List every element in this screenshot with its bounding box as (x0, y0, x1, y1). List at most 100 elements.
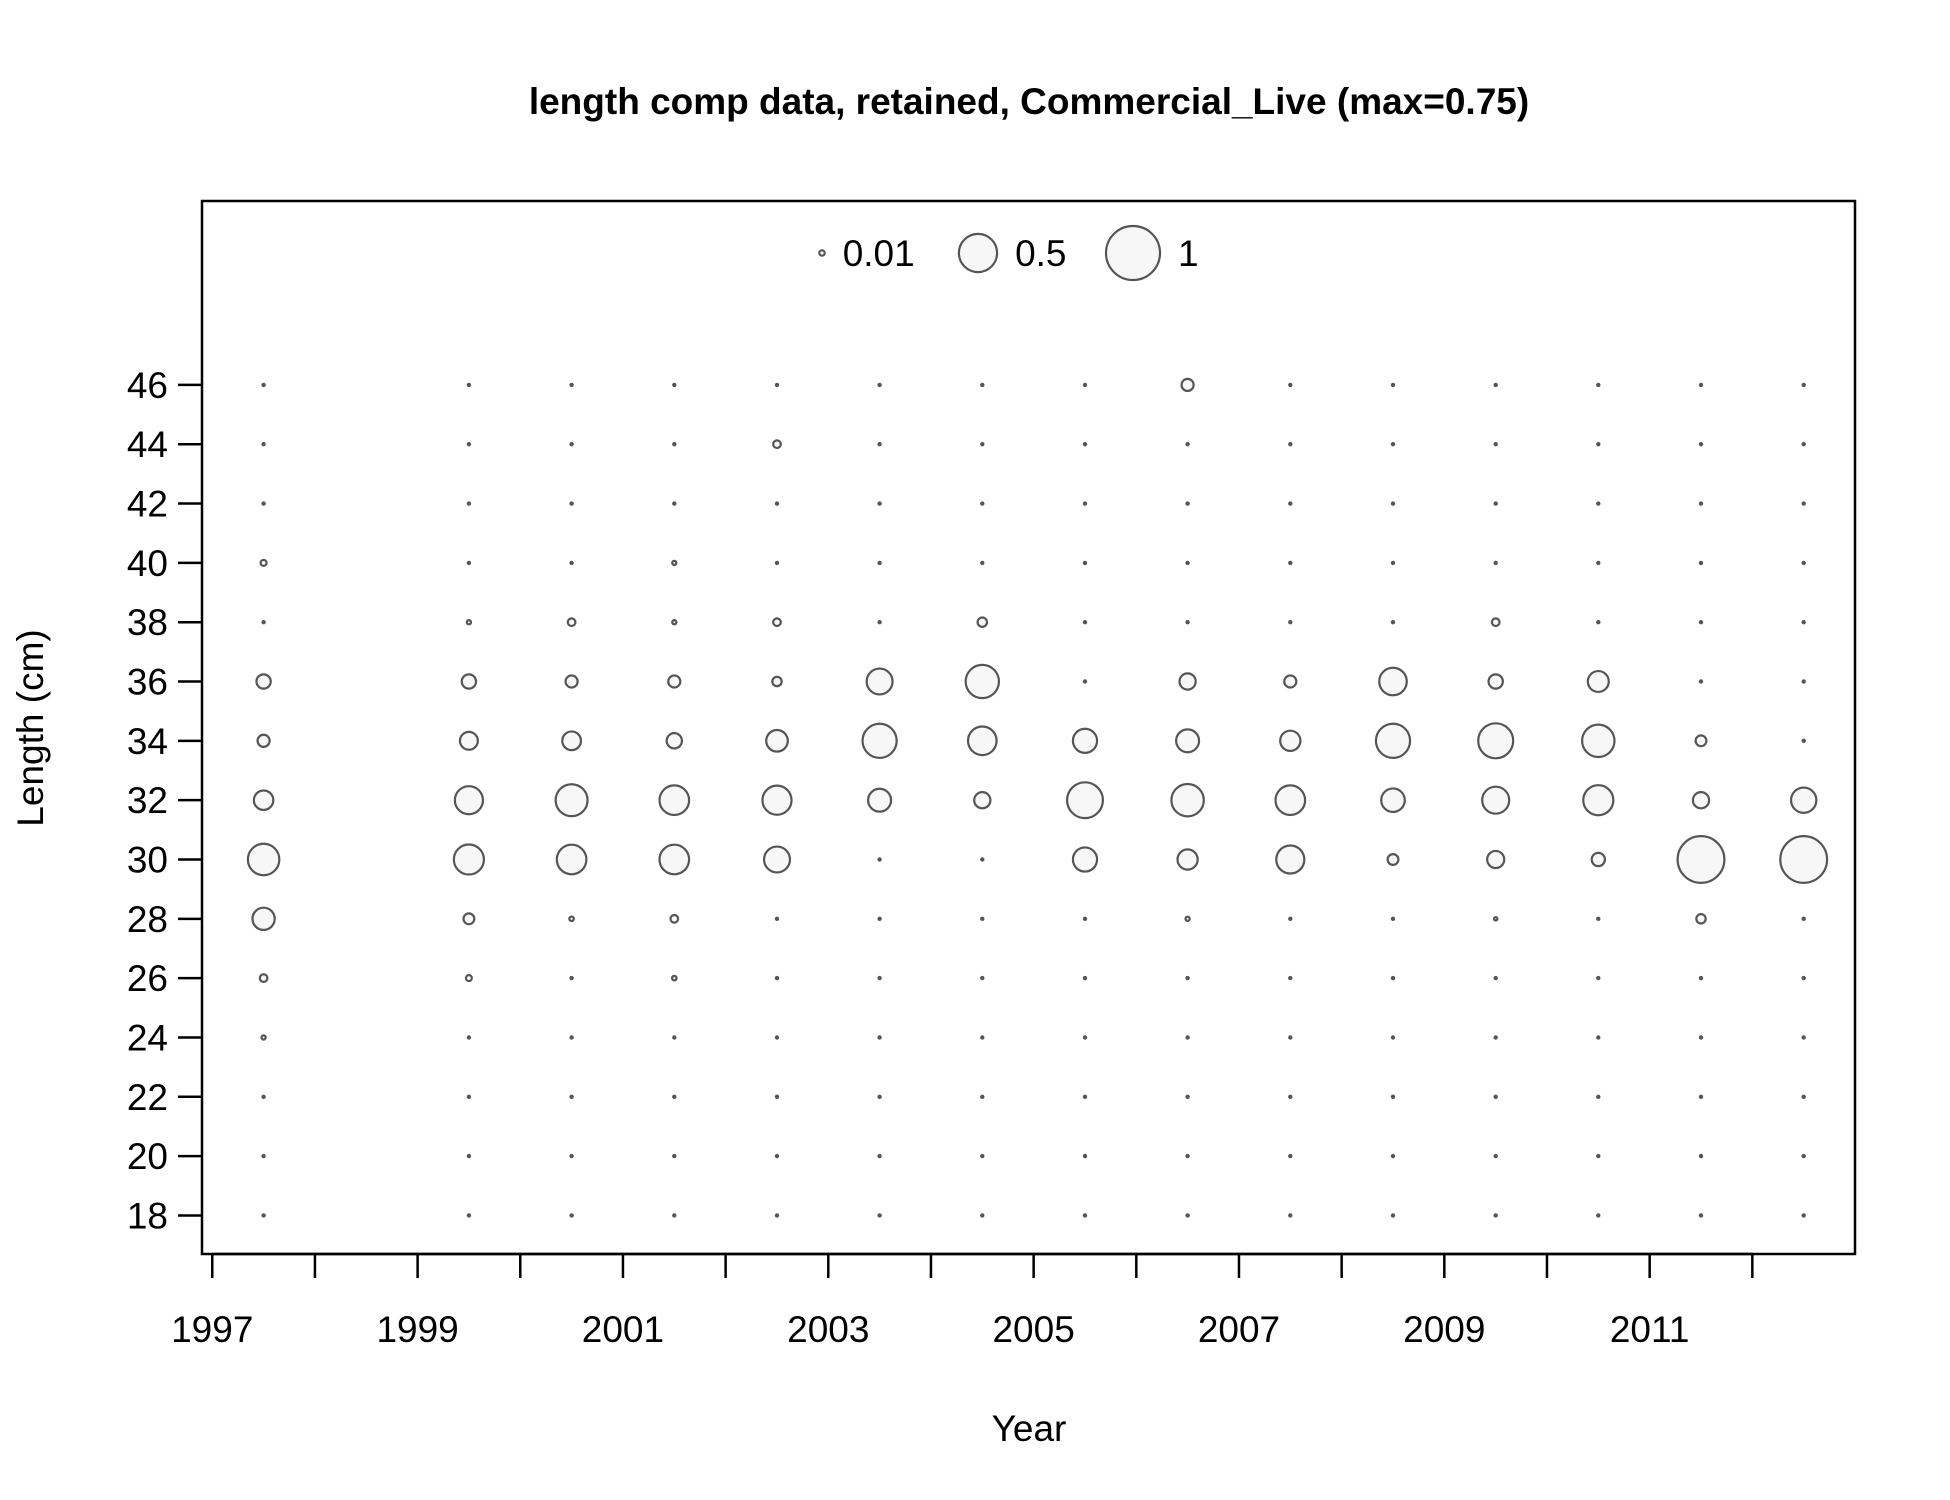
bubble-1999-20 (466, 1153, 472, 1159)
legend-label-2: 1 (1178, 233, 1199, 274)
bubble-2012-22 (1801, 1094, 1806, 1100)
y-tick-label-28: 28 (127, 899, 168, 940)
bubble-1999-40 (466, 560, 472, 566)
bubble-2005-44 (1082, 442, 1088, 447)
bubble-2009-26 (1493, 975, 1498, 981)
x-axis: 1997 1999 2001 2003 2005 2007 2009 2011 (171, 1252, 1754, 1350)
bubble-2002-44 (772, 439, 782, 450)
bubble-2003-28 (877, 916, 882, 922)
bubble-2012-34 (1801, 738, 1806, 744)
bubble-2003-30 (877, 857, 882, 862)
bubble-2002-46 (774, 382, 780, 388)
x-axis-label: Year (992, 1408, 1067, 1449)
bubble-1997-24 (260, 1034, 267, 1041)
bubble-2007-20 (1288, 1153, 1293, 1159)
bubble-1997-22 (261, 1094, 266, 1100)
bubble-2003-32 (867, 787, 893, 813)
bubble-2007-24 (1288, 1035, 1293, 1040)
bubble-2002-20 (774, 1153, 780, 1159)
bubble-2002-36 (771, 675, 783, 688)
legend-bubble-2 (1104, 224, 1162, 282)
bubble-1999-28 (462, 912, 476, 926)
bubble-2011-46 (1698, 382, 1704, 388)
bubble-2004-46 (980, 382, 985, 388)
x-tick-label-2003: 2003 (787, 1309, 869, 1350)
bubble-2004-44 (980, 442, 985, 447)
bubble-2003-38 (877, 620, 882, 625)
bubble-2001-44 (672, 442, 677, 447)
bubble-2011-24 (1698, 1035, 1704, 1040)
bubble-1997-34 (256, 733, 271, 748)
bubble-1997-30 (246, 842, 281, 877)
bubble-2010-40 (1596, 560, 1601, 566)
x-tick-label-2009: 2009 (1403, 1309, 1485, 1350)
bubble-2001-36 (667, 674, 682, 689)
bubble-1997-18 (261, 1213, 266, 1218)
bubble-2007-26 (1288, 975, 1293, 981)
bubbles (246, 377, 1829, 1218)
y-tick-label-42: 42 (127, 484, 168, 525)
bubble-2007-30 (1275, 844, 1306, 875)
bubble-2012-32 (1789, 786, 1818, 814)
bubble-2007-36 (1283, 674, 1298, 689)
bubble-2001-24 (672, 1035, 677, 1040)
bubble-2010-44 (1596, 442, 1601, 447)
y-tick-label-22: 22 (127, 1077, 168, 1118)
bubble-2001-22 (672, 1094, 677, 1100)
bubble-2011-34 (1694, 734, 1708, 748)
bubble-2002-18 (774, 1213, 780, 1218)
bubble-2003-46 (877, 382, 882, 388)
bubble-1999-18 (466, 1213, 472, 1218)
bubble-2000-32 (554, 783, 589, 818)
bubble-2009-38 (1490, 617, 1501, 628)
bubble-2000-18 (569, 1213, 574, 1218)
bubble-2010-32 (1582, 784, 1615, 817)
bubble-2005-46 (1082, 382, 1088, 388)
bubble-2000-44 (569, 442, 574, 447)
bubble-1997-38 (261, 620, 266, 625)
y-tick-label-26: 26 (127, 958, 168, 999)
bubble-2008-26 (1390, 975, 1396, 981)
bubble-2009-44 (1493, 442, 1498, 447)
bubble-2011-42 (1698, 501, 1704, 506)
bubble-2000-26 (569, 975, 574, 981)
bubble-2007-18 (1288, 1213, 1293, 1218)
bubble-2005-42 (1082, 501, 1088, 506)
bubble-2008-22 (1390, 1094, 1396, 1100)
bubble-2005-20 (1082, 1153, 1088, 1159)
bubble-1999-22 (466, 1094, 472, 1100)
bubble-2003-36 (865, 667, 894, 696)
bubble-2008-28 (1390, 916, 1396, 922)
bubble-2006-30 (1176, 848, 1199, 871)
bubble-2006-44 (1185, 442, 1190, 447)
bubble-2001-20 (672, 1153, 677, 1159)
bubble-2007-22 (1288, 1094, 1293, 1100)
bubble-2003-18 (877, 1213, 882, 1218)
bubble-2007-32 (1274, 784, 1307, 817)
bubble-2011-40 (1698, 560, 1704, 566)
bubble-2011-28 (1695, 913, 1707, 925)
legend-label-0: 0.01 (843, 233, 915, 274)
legend: 0.01 0.5 1 (818, 224, 1199, 282)
bubble-1997-44 (261, 442, 266, 447)
bubble-2004-18 (980, 1213, 985, 1218)
bubble-2007-28 (1288, 916, 1293, 922)
bubble-2005-22 (1082, 1094, 1088, 1100)
bubble-2002-28 (774, 916, 780, 922)
bubble-2012-36 (1801, 679, 1806, 684)
bubble-2012-42 (1801, 501, 1806, 506)
bubble-2008-40 (1390, 560, 1396, 566)
bubble-2008-34 (1374, 722, 1412, 759)
bubble-2012-38 (1801, 620, 1806, 625)
bubble-2010-18 (1596, 1213, 1601, 1218)
bubble-2000-40 (569, 560, 574, 566)
bubble-2005-34 (1071, 727, 1099, 754)
bubble-1997-40 (259, 558, 268, 567)
bubble-2003-26 (877, 975, 882, 981)
bubble-2002-32 (761, 784, 793, 816)
bubble-2011-26 (1698, 975, 1704, 981)
bubble-2007-34 (1279, 729, 1302, 753)
bubble-2001-30 (658, 843, 691, 876)
x-tick-label-1999: 1999 (376, 1309, 458, 1350)
bubble-2007-42 (1288, 501, 1293, 506)
